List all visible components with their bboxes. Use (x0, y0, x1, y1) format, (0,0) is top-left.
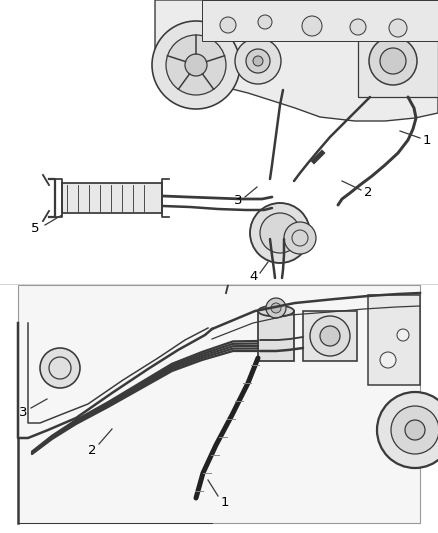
Circle shape (380, 352, 396, 368)
Circle shape (235, 38, 281, 84)
Circle shape (266, 298, 286, 318)
Text: 5: 5 (31, 222, 39, 236)
Circle shape (405, 420, 425, 440)
Text: 2: 2 (364, 187, 372, 199)
Bar (258, 311, 294, 361)
Circle shape (380, 48, 406, 74)
Text: 4: 4 (250, 270, 258, 282)
Bar (18, 285, 420, 523)
Circle shape (185, 54, 207, 76)
Bar (303, 311, 357, 361)
Bar (368, 295, 420, 385)
Circle shape (253, 56, 263, 66)
Polygon shape (155, 0, 438, 121)
Bar (62, 183, 162, 213)
Circle shape (391, 406, 438, 454)
Circle shape (320, 326, 340, 346)
Circle shape (166, 35, 226, 95)
Circle shape (271, 303, 281, 313)
Text: 2: 2 (88, 443, 96, 456)
Circle shape (40, 348, 80, 388)
Circle shape (220, 17, 236, 33)
Circle shape (302, 16, 322, 36)
Circle shape (152, 21, 240, 109)
Ellipse shape (258, 305, 294, 317)
Circle shape (258, 15, 272, 29)
Bar (202, 0, 438, 41)
Text: 1: 1 (423, 134, 431, 148)
Circle shape (389, 19, 407, 37)
Circle shape (250, 203, 310, 263)
Circle shape (369, 37, 417, 85)
Bar (358, 25, 438, 97)
Circle shape (260, 213, 300, 253)
Circle shape (350, 19, 366, 35)
Circle shape (310, 316, 350, 356)
Circle shape (397, 329, 409, 341)
Circle shape (377, 392, 438, 468)
Circle shape (246, 49, 270, 73)
Text: 3: 3 (19, 406, 27, 418)
Circle shape (284, 222, 316, 254)
Text: 3: 3 (234, 193, 242, 206)
Text: 1: 1 (221, 497, 229, 510)
